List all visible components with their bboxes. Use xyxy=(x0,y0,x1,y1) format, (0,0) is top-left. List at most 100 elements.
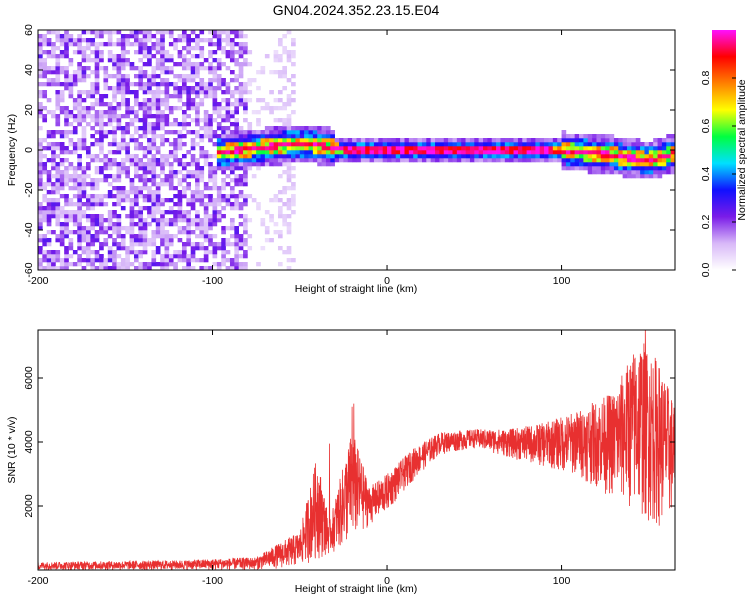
spectrogram-cell xyxy=(59,150,65,155)
spectrogram-cell xyxy=(317,150,322,155)
spectrogram-cell xyxy=(85,162,91,167)
spectrogram-cell xyxy=(51,190,56,195)
spectrogram-cell xyxy=(94,186,100,191)
spectrogram-cell xyxy=(260,138,266,143)
spectrogram-cell xyxy=(260,130,266,135)
spectrogram-cell xyxy=(51,154,56,159)
spectrogram-cell xyxy=(151,202,157,207)
spectrogram-cell xyxy=(243,138,248,143)
spectrogram-cell xyxy=(312,134,318,139)
spectrogram-cell xyxy=(247,218,253,223)
spectrogram-cell xyxy=(72,250,78,255)
spectrogram-cell xyxy=(38,150,43,155)
spectrogram-cell xyxy=(129,34,135,39)
spectrogram-cell xyxy=(531,150,536,155)
spectrogram-cell xyxy=(138,102,144,107)
spectrogram-cell xyxy=(133,214,139,219)
spectrogram-cell xyxy=(391,154,397,159)
spectrogram-cell xyxy=(282,170,287,175)
spectrogram-cell xyxy=(653,146,658,151)
spectrogram-cell xyxy=(160,118,165,123)
spectrogram-cell xyxy=(382,150,388,155)
spectrogram-cell xyxy=(55,102,61,107)
spectrogram-cell xyxy=(212,130,218,135)
spectrogram-cell xyxy=(229,114,235,119)
spectrogram-cell xyxy=(138,254,144,259)
spectrogram-cell xyxy=(277,214,283,219)
spectrogram-cell xyxy=(38,138,43,143)
spectrogram-cell xyxy=(151,46,157,51)
spectrogram-cell xyxy=(151,238,157,243)
spectrogram-cell xyxy=(605,146,610,151)
spectrogram-cell xyxy=(94,158,100,163)
spectrogram-cell xyxy=(199,190,205,195)
spectrogram-cell xyxy=(133,174,139,179)
spectrogram-cell xyxy=(155,222,161,227)
spectrogram-cell xyxy=(177,206,183,211)
spectrogram-cell xyxy=(38,110,43,115)
spectrogram-cell xyxy=(112,238,117,243)
spectrogram-cell xyxy=(221,262,226,267)
spectrogram-cell xyxy=(112,262,117,267)
spectrogram-cell xyxy=(579,162,584,167)
spectrogram-cell xyxy=(181,54,187,59)
spectrogram-cell xyxy=(77,246,82,251)
spectrogram-cell xyxy=(68,82,74,87)
spectrogram-cell xyxy=(173,202,178,207)
spectrogram-cell xyxy=(234,234,239,239)
spectrogram-cell xyxy=(330,130,335,135)
spectrogram-cell xyxy=(221,186,226,191)
spectrogram-cell xyxy=(382,158,388,163)
spectrogram-cell xyxy=(99,122,104,127)
spectrogram-cell xyxy=(308,138,314,143)
spectrogram-cell xyxy=(90,206,96,211)
spectrogram-cell xyxy=(164,122,170,127)
spectrogram-cell xyxy=(208,130,213,135)
spectrogram-cell xyxy=(570,150,575,155)
spectrogram-cell xyxy=(225,42,231,47)
spectrogram-cell xyxy=(168,106,174,111)
spectrogram-cell xyxy=(133,114,139,119)
spectrogram-cell xyxy=(291,50,296,55)
spectrogram-cell xyxy=(59,214,65,219)
spectrogram-cell xyxy=(160,170,165,175)
spectrogram-cell xyxy=(474,146,479,151)
spectrogram-cell xyxy=(94,98,100,103)
spectrogram-cell xyxy=(203,90,209,95)
spectrogram-cell xyxy=(243,154,248,159)
spectrogram-cell xyxy=(212,170,218,175)
spectrogram-cell xyxy=(291,130,296,135)
spectrogram-cell xyxy=(94,234,100,239)
spectrogram-cell xyxy=(168,242,174,247)
spectrogram-cell xyxy=(203,214,209,219)
spectrogram-cell xyxy=(264,150,270,155)
spectrogram-cell xyxy=(46,182,52,187)
spectrogram-cell xyxy=(273,138,279,143)
spectrogram-cell xyxy=(622,158,628,163)
spectrogram-cell xyxy=(229,58,235,63)
spectrogram-cell xyxy=(77,230,82,235)
spectrogram-cell xyxy=(531,154,536,159)
spectrogram-cell xyxy=(661,150,667,155)
spectrogram-cell xyxy=(203,182,209,187)
spectrogram-cell xyxy=(77,174,82,179)
spectrogram-cell xyxy=(77,222,82,227)
spectrogram-cell xyxy=(94,202,100,207)
spectrogram-cell xyxy=(264,162,270,167)
spectrogram-cell xyxy=(234,246,239,251)
spectrogram-cell xyxy=(238,150,244,155)
spectrogram-cell xyxy=(147,210,152,215)
spectrogram-cell xyxy=(273,50,279,55)
spectrogram-cell xyxy=(77,258,82,263)
spectrogram-cell xyxy=(548,138,554,143)
spectrogram-cell xyxy=(203,66,209,71)
spectrogram-cell xyxy=(504,142,510,147)
spectrogram-cell xyxy=(474,150,479,155)
spectrogram-cell xyxy=(42,70,48,75)
spectrogram-cell xyxy=(251,110,257,115)
spectrogram-cell xyxy=(199,266,205,271)
spectrogram-cell xyxy=(181,166,187,171)
spectrogram-cell xyxy=(369,138,375,143)
spectrogram-cell xyxy=(286,186,292,191)
spectrogram-cell xyxy=(64,210,69,215)
